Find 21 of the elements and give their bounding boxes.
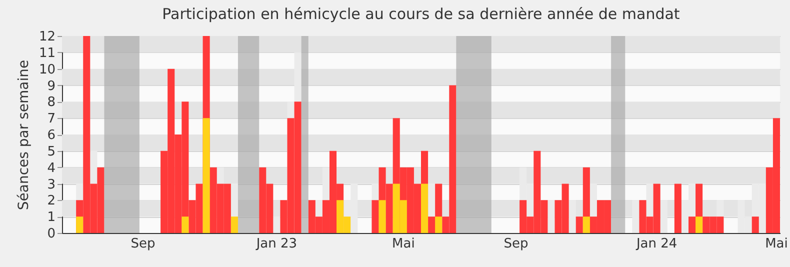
- y-tick-label: 10: [38, 62, 56, 78]
- x-tick-label: Sep: [504, 236, 528, 252]
- y-tick-label: 11: [38, 46, 56, 61]
- y-tick-label: 2: [47, 194, 56, 209]
- y-tick-label: 7: [47, 112, 56, 127]
- x-tick-label: Mai: [392, 236, 415, 252]
- x-tick-label: Mai: [765, 236, 788, 252]
- x-tick-label: Jan 24: [635, 236, 678, 252]
- y-tick-label: 9: [47, 78, 56, 94]
- y-axis-title: Séances par semaine: [16, 60, 32, 210]
- y-tick-label: 3: [47, 177, 56, 192]
- y-tick-label: 12: [38, 30, 56, 44]
- chart-title: Participation en hémicycle au cours de sa dernière année de mandat: [162, 5, 680, 23]
- y-tick-label: 8: [47, 95, 56, 110]
- y-tick-label: 1: [47, 210, 56, 226]
- y-tick-label: 5: [47, 144, 56, 160]
- y-tick-label: 6: [47, 128, 56, 143]
- y-tick-label: 4: [47, 160, 56, 176]
- x-tick-label: Jan 23: [255, 236, 298, 252]
- x-tick-label: Sep: [130, 236, 156, 252]
- y-tick-label: 0: [47, 226, 56, 242]
